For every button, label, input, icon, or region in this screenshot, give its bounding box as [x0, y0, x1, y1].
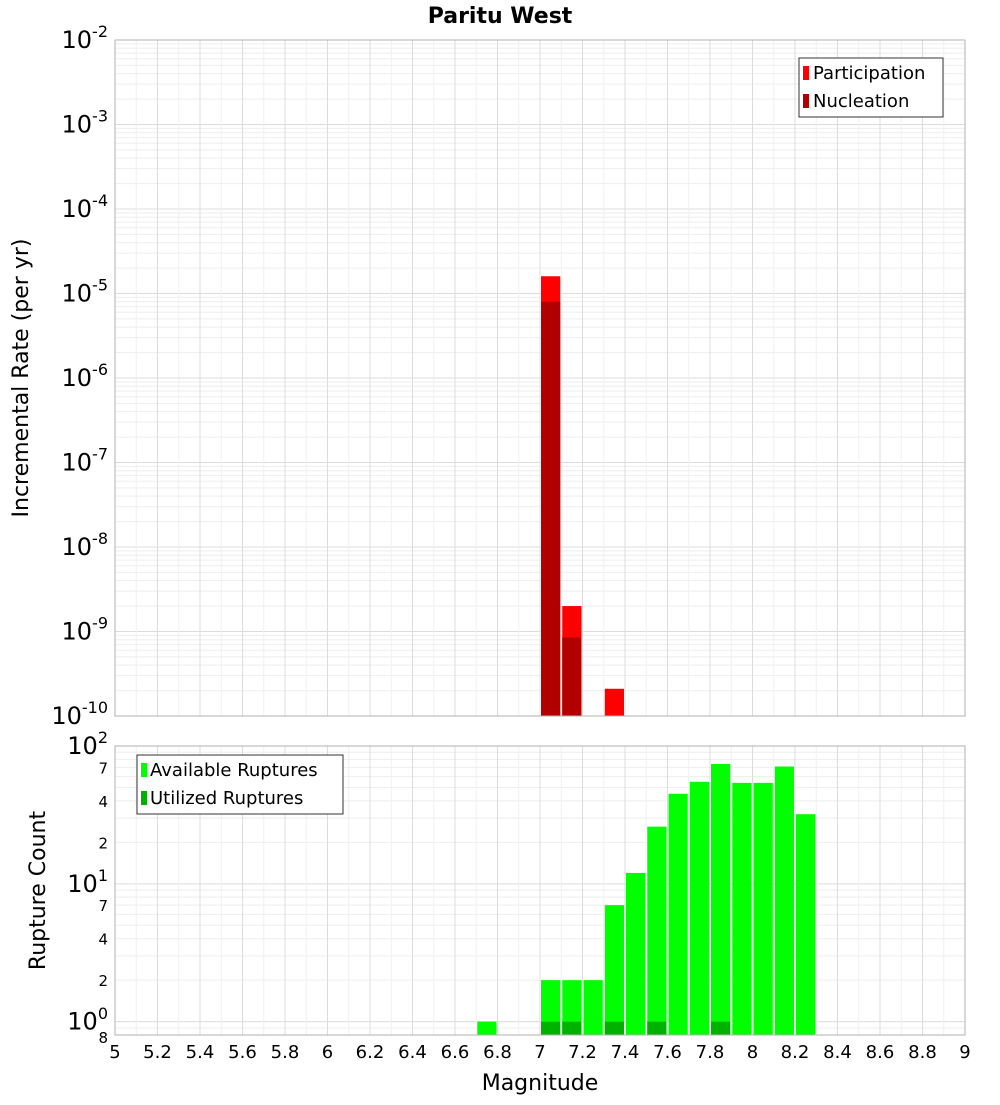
- x-tick-label: 9: [959, 1042, 970, 1063]
- x-tick-label: 6: [322, 1042, 333, 1063]
- available-ruptures-bar: [732, 782, 752, 1035]
- x-tick-label: 5.6: [228, 1042, 257, 1063]
- top-y-tick-label: 10-8: [62, 529, 109, 561]
- utilized-ruptures-bar: [541, 1021, 561, 1035]
- top-y-tick-label: 10-4: [62, 191, 109, 223]
- available-ruptures-bar: [753, 782, 773, 1035]
- utilized-ruptures-bar: [711, 1021, 731, 1035]
- chart-title: Paritu West: [428, 4, 573, 29]
- top-y-tick-label: 10-10: [51, 698, 108, 730]
- bottom-legend-box: [136, 754, 344, 815]
- bottom-y-axis-label: Rupture Count: [26, 811, 51, 971]
- x-tick-label: 8.2: [781, 1042, 810, 1063]
- legend-label-participation: Participation: [813, 63, 925, 84]
- x-tick-label: 6.8: [483, 1042, 512, 1063]
- bottom-y-tick-label: 101: [67, 866, 108, 898]
- legend-label-nucleation: Nucleation: [813, 91, 909, 112]
- available-ruptures-bar: [583, 980, 603, 1035]
- available-ruptures-bar: [774, 766, 794, 1035]
- available-ruptures-bar: [796, 814, 816, 1035]
- top-y-tick-label: 10-6: [62, 360, 109, 392]
- available-ruptures-bar: [711, 764, 731, 1035]
- x-tick-label: 6.2: [356, 1042, 385, 1063]
- utilized-ruptures-bar: [604, 1021, 624, 1035]
- participation-bar: [604, 688, 624, 716]
- x-tick-label: 5.8: [271, 1042, 300, 1063]
- available-ruptures-bar: [626, 872, 646, 1035]
- x-tick-label: 6.4: [398, 1042, 427, 1063]
- x-tick-label: 7: [534, 1042, 545, 1063]
- top-y-tick-label: 10-9: [62, 614, 109, 646]
- bottom-plot-frame: [114, 745, 966, 1036]
- bottom-legend: Available Ruptures Utilized Ruptures: [136, 754, 344, 815]
- top-y-tick-label: 10-7: [62, 445, 109, 477]
- nucleation-bar: [562, 637, 582, 716]
- bottom-y-tick-label: 4: [98, 793, 108, 811]
- x-tick-label: 7.8: [696, 1042, 725, 1063]
- bottom-y-tick-label: 2: [98, 972, 108, 990]
- top-legend: Participation Nucleation: [798, 57, 944, 118]
- available-ruptures-bar: [668, 793, 688, 1035]
- x-tick-label: 8: [747, 1042, 758, 1063]
- x-tick-label: 6.6: [441, 1042, 470, 1063]
- top-legend-box: [798, 57, 944, 118]
- x-tick-label: 5.2: [143, 1042, 172, 1063]
- utilized-ruptures-bar: [647, 1021, 667, 1035]
- x-tick-label: 5: [109, 1042, 120, 1063]
- legend-label-available-ruptures: Available Ruptures: [150, 760, 318, 781]
- utilized-ruptures-bar: [562, 1021, 582, 1035]
- bottom-y-tick-label: 102: [67, 728, 108, 760]
- x-tick-label: 7.4: [611, 1042, 640, 1063]
- bottom-y-tick-label: 2: [98, 834, 108, 852]
- legend-swatch-available-ruptures: [141, 763, 147, 777]
- x-tick-label: 5.4: [186, 1042, 215, 1063]
- top-plot-frame: [114, 39, 966, 717]
- nucleation-bar: [541, 301, 561, 716]
- legend-label-utilized-ruptures: Utilized Ruptures: [150, 788, 303, 809]
- bottom-y-tick-label: 7: [98, 759, 108, 777]
- x-tick-label: 7.6: [653, 1042, 682, 1063]
- x-tick-label: 7.2: [568, 1042, 597, 1063]
- top-y-tick-label: 10-5: [62, 276, 109, 308]
- top-y-axis-label: Incremental Rate (per yr): [9, 239, 34, 518]
- x-tick-label: 8.8: [908, 1042, 937, 1063]
- available-ruptures-bar: [477, 1021, 497, 1035]
- bottom-y-tick-label: 8: [98, 1029, 108, 1047]
- available-ruptures-bar: [562, 980, 582, 1035]
- top-y-tick-label: 10-3: [62, 107, 109, 139]
- legend-swatch-participation: [803, 66, 809, 80]
- bottom-y-tick-label: 100: [67, 1004, 108, 1036]
- x-tick-label: 8.6: [866, 1042, 895, 1063]
- legend-swatch-utilized-ruptures: [141, 791, 147, 805]
- x-axis-label: Magnitude: [482, 1071, 599, 1096]
- legend-swatch-nucleation: [803, 94, 809, 108]
- available-ruptures-bar: [689, 781, 709, 1035]
- bottom-y-tick-label: 7: [98, 897, 108, 915]
- available-ruptures-bar: [647, 826, 667, 1035]
- available-ruptures-bar: [604, 905, 624, 1035]
- top-chart-panel: 10-10 10-9 10-8 10-7 10-6 10-5 10-4 10-3 10-2 Par…: [9, 4, 966, 730]
- bottom-y-tick-label: 4: [98, 931, 108, 949]
- available-ruptures-bar: [541, 980, 561, 1035]
- top-y-tick-label: 10-2: [62, 22, 109, 54]
- x-tick-label: 8.4: [823, 1042, 852, 1063]
